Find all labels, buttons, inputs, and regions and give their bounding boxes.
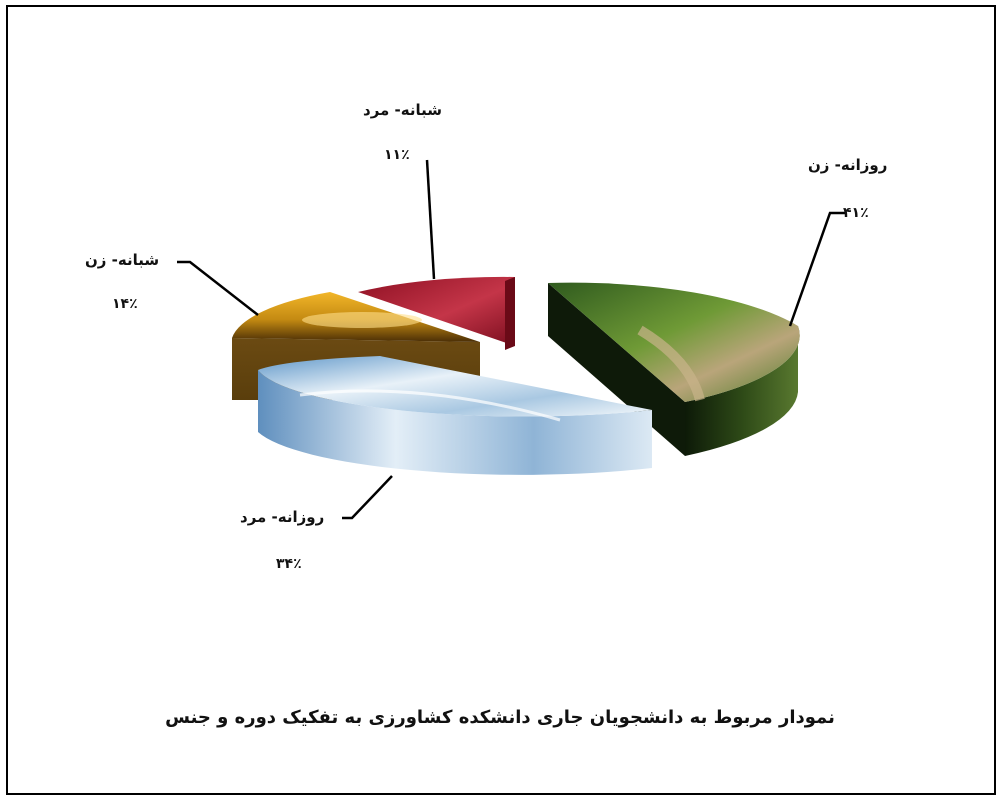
leader-line-evening-male — [425, 159, 436, 280]
slice-label-evening-male: شبانه- مرد — [363, 101, 442, 119]
slice-label-daily-female: روزانه- زن — [808, 156, 888, 174]
slice-value-evening-male: ۱۱٪ — [384, 147, 410, 163]
slice-value-daily-female: ۴۱٪ — [843, 205, 869, 221]
slice-label-daily-male: روزانه- مرد — [240, 508, 325, 526]
leader-line-daily-female — [788, 211, 845, 327]
slice-value-evening-female: ۱۴٪ — [112, 296, 138, 312]
chart-title: نمودار مربوط به دانشجویان جاری دانشکده ک… — [165, 707, 835, 728]
slice-label-evening-female: شبانه- زن — [85, 251, 160, 269]
pie-slice-evening-male — [358, 276, 515, 350]
leader-line-evening-female — [177, 260, 259, 316]
leader-line-daily-male — [342, 475, 393, 520]
pie-slice-daily-male — [258, 356, 652, 475]
slice-value-daily-male: ۳۴٪ — [276, 556, 302, 572]
